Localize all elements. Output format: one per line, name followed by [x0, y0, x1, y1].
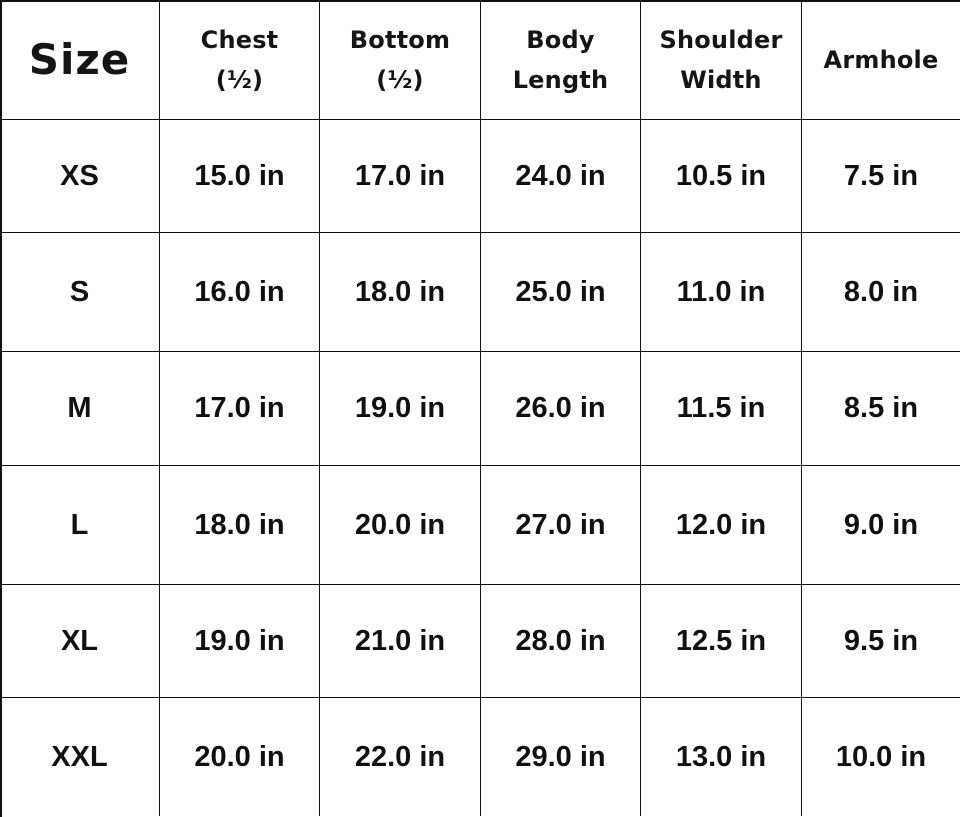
measurement-cell: 28.0 in: [481, 585, 641, 698]
measurement-cell: 25.0 in: [481, 233, 641, 352]
header-armhole: Armhole: [802, 0, 960, 120]
measurement-cell: 10.0 in: [835, 740, 927, 773]
measurement-cell: 17.0 in: [320, 120, 481, 233]
measurement-cell: 18.0 in: [160, 466, 320, 585]
measurement-cell: 11.0 in: [641, 233, 802, 352]
size-label-cell: XXL: [0, 698, 160, 816]
measurement-cell: 20.0 in: [160, 698, 320, 816]
header-bottom: Bottom (½): [320, 0, 481, 120]
size-label-cell: L: [0, 466, 160, 585]
measurement-cell: 19.0 in: [160, 585, 320, 698]
measurement-cell: 11.5 in: [641, 352, 802, 466]
table-border-left: [0, 0, 2, 817]
size-label-cell: XS: [0, 120, 160, 233]
measurement-cell: 16.0 in: [160, 233, 320, 352]
measurement-cell: 8.0 in: [802, 233, 960, 352]
measurement-cell: 17.0 in: [160, 352, 320, 466]
measurement-cell: 18.0 in: [320, 233, 481, 352]
size-label-cell: S: [0, 233, 160, 352]
measurement-cell: 9.0 in: [802, 466, 960, 585]
measurement-cell: 19.0 in: [320, 352, 481, 466]
table-border-top: [0, 0, 960, 2]
measurement-cell: 12.0 in: [641, 466, 802, 585]
measurement-cell: 10.5 in: [641, 120, 802, 233]
size-label-cell: XL: [0, 585, 160, 698]
header-chest: Chest (½): [160, 0, 320, 120]
measurement-cell: 8.5 in: [802, 352, 960, 466]
header-shoulder-width: Shoulder Width: [641, 0, 802, 120]
measurement-cell: 20.0 in: [320, 466, 481, 585]
measurement-cell: 7.5 in: [802, 120, 960, 233]
measurement-cell: 26.0 in: [481, 352, 641, 466]
header-size: Size: [0, 0, 160, 120]
size-label-cell: M: [0, 352, 160, 466]
measurement-cell: 9.5 in: [802, 585, 960, 698]
measurement-cell: 29.0 in: [481, 698, 641, 816]
measurement-cell: 21.0 in: [320, 585, 481, 698]
measurement-cell: 15.0 in: [160, 120, 320, 233]
measurement-cell: 13.0 in: [641, 698, 802, 816]
header-body-length: Body Length: [481, 0, 641, 120]
measurement-cell: 22.0 in: [320, 698, 481, 816]
measurement-cell: 12.5 in: [641, 585, 802, 698]
measurement-cell: 27.0 in: [481, 466, 641, 585]
measurement-cell: 24.0 in: [481, 120, 641, 233]
